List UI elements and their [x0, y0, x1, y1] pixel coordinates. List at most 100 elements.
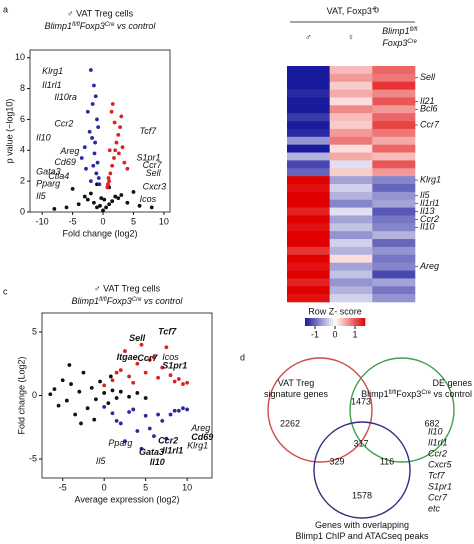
- heatmap-cell: [372, 278, 416, 287]
- heatmap-cell: [372, 246, 416, 256]
- data-point: [92, 83, 96, 88]
- colorbar-step: [351, 318, 354, 326]
- data-point: [114, 418, 119, 423]
- gene-label: Itgae: [117, 352, 138, 362]
- data-point: [81, 370, 86, 375]
- colorbar-step: [323, 318, 326, 326]
- venn-count: 2262: [280, 418, 300, 428]
- heatmap-cell: [287, 239, 330, 248]
- panel-label: d: [240, 352, 245, 362]
- column-header-part: Cre: [407, 39, 417, 45]
- data-point: [143, 413, 148, 418]
- heatmap-cell: [287, 184, 330, 193]
- data-point: [152, 434, 156, 439]
- heatmap-cell: [287, 278, 330, 287]
- data-point: [168, 412, 173, 417]
- heatmap-cell: [372, 176, 416, 185]
- heatmap-cell: [329, 105, 373, 114]
- heatmap-cell: [329, 144, 373, 153]
- gene-label: Klrg1: [42, 66, 63, 76]
- data-point: [127, 394, 131, 399]
- data-point: [172, 408, 177, 413]
- colorbar-step: [325, 318, 328, 326]
- column-header-part: fl/fl: [410, 27, 418, 33]
- chart-subtitle-part: vs control: [114, 21, 156, 31]
- heatmap-cell: [372, 97, 416, 106]
- colorbar-step: [329, 318, 332, 326]
- row-label: Il10: [420, 222, 435, 232]
- heatmap-cell: [372, 215, 416, 224]
- heatmap-cell: [287, 286, 330, 295]
- gene-label: Il10ra: [54, 92, 77, 102]
- heatmap-cell: [372, 270, 416, 279]
- data-point: [82, 194, 87, 199]
- heatmap-cell: [329, 160, 373, 169]
- colorbar-step: [363, 318, 366, 326]
- data-point: [110, 388, 115, 393]
- row-label: Bcl6: [420, 104, 438, 114]
- gene-label: Cd69: [54, 157, 76, 167]
- gene-list-item: S1pr1: [428, 481, 452, 491]
- data-point: [101, 208, 105, 213]
- heatmap-cell: [329, 278, 373, 287]
- heatmap-cell: [287, 128, 330, 138]
- heatmap-cell: [329, 136, 373, 145]
- heatmap-cell: [329, 191, 373, 201]
- x-tick-label: -5: [69, 216, 77, 226]
- data-point: [48, 392, 53, 397]
- column-header-part: Foxp3: [382, 38, 407, 48]
- data-point: [113, 148, 118, 153]
- data-point: [106, 182, 110, 187]
- colorbar-step: [341, 318, 344, 326]
- row-label: Klrg1: [420, 174, 441, 184]
- data-point: [143, 396, 148, 400]
- heatmap-cell: [372, 231, 416, 240]
- column-header: ♀: [348, 32, 355, 42]
- gene-label: Pparg: [108, 438, 132, 448]
- data-point: [135, 361, 140, 366]
- gene-label: Il1rl1: [42, 80, 62, 90]
- heatmap-cell: [372, 254, 416, 263]
- row-label: Ccr7: [420, 119, 440, 129]
- data-point: [122, 160, 127, 165]
- gene-label: Ccr2: [54, 118, 73, 128]
- data-point: [94, 397, 98, 402]
- gene-label: Il10: [36, 132, 51, 142]
- data-point: [112, 156, 116, 160]
- heatmap-cell: [329, 294, 373, 303]
- venn-label: VAT Treg: [278, 378, 315, 388]
- heatmap-cell: [372, 152, 416, 161]
- chart-subtitle: Blimp1fl/flFoxp3Cre vs control: [45, 21, 157, 31]
- colorbar-label: Row Z- score: [308, 306, 362, 316]
- panel-label: a: [3, 4, 8, 14]
- data-point: [85, 197, 90, 202]
- data-point: [106, 176, 111, 180]
- data-point: [114, 140, 119, 145]
- colorbar-step: [357, 318, 360, 326]
- gene-list-item: Ccr2: [428, 448, 447, 458]
- data-point: [88, 68, 93, 72]
- heatmap-cell: [287, 191, 330, 201]
- chart-title-part: +: [372, 7, 376, 13]
- colorbar-step: [321, 318, 324, 326]
- gene-label: Ccr7: [143, 160, 163, 170]
- column-header-part: ♀: [348, 32, 355, 42]
- data-point: [104, 205, 108, 210]
- data-point: [98, 203, 102, 208]
- venn-label: Genes with overlapping: [315, 520, 409, 530]
- heatmap-cell: [287, 121, 330, 130]
- data-point: [95, 117, 99, 122]
- data-point: [139, 342, 144, 347]
- x-tick-label: 0: [102, 482, 107, 492]
- heatmap-cell: [329, 168, 373, 177]
- data-point: [82, 145, 87, 150]
- data-point: [131, 190, 136, 194]
- data-point: [97, 182, 102, 187]
- gene-label: Gata3: [139, 447, 164, 457]
- gene-label: Klrg1: [187, 441, 208, 451]
- venn-label: Blimp1 ChIP and ATACseq peaks: [295, 531, 429, 541]
- heatmap-cell: [372, 223, 416, 232]
- y-tick-label: -5: [29, 453, 37, 463]
- data-point: [118, 125, 122, 130]
